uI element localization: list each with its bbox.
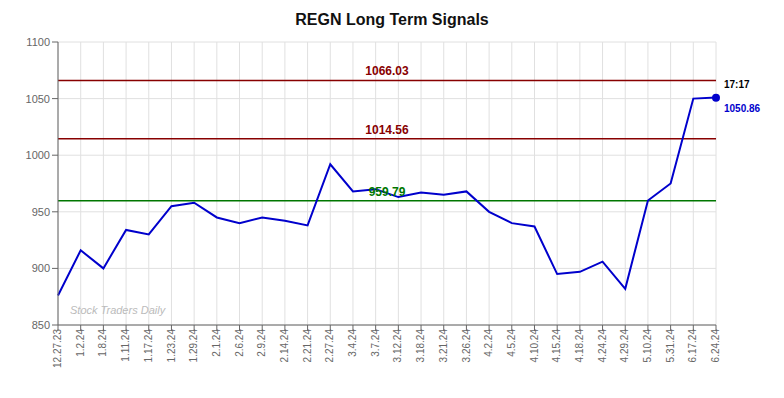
svg-text:3.26.24: 3.26.24 bbox=[461, 329, 472, 363]
svg-text:3.12.24: 3.12.24 bbox=[392, 329, 403, 363]
svg-text:1.11.24: 1.11.24 bbox=[120, 329, 131, 362]
svg-text:1.29.24: 1.29.24 bbox=[188, 329, 199, 363]
html-text:Stock Traders Daily: Stock Traders Daily bbox=[70, 304, 166, 316]
svg-text:4.10.24: 4.10.24 bbox=[529, 329, 540, 363]
svg-text:4.24.24: 4.24.24 bbox=[597, 329, 608, 363]
svg-text:2.1.24: 2.1.24 bbox=[211, 329, 222, 357]
svg-text:1066.03: 1066.03 bbox=[365, 64, 409, 78]
svg-text:17:17: 17:17 bbox=[724, 79, 750, 90]
svg-text:5.31.24: 5.31.24 bbox=[665, 329, 676, 363]
svg-text:1000: 1000 bbox=[26, 149, 50, 161]
svg-text:4.2.24: 4.2.24 bbox=[483, 329, 494, 357]
svg-text:2.6.24: 2.6.24 bbox=[234, 329, 245, 357]
svg-text:1.23.24: 1.23.24 bbox=[166, 329, 177, 363]
svg-text:4.15.24: 4.15.24 bbox=[551, 329, 562, 363]
svg-text:3.18.24: 3.18.24 bbox=[415, 329, 426, 363]
svg-text:2.21.24: 2.21.24 bbox=[302, 329, 313, 363]
html-text:REGN Long Term Signals: REGN Long Term Signals bbox=[295, 11, 489, 28]
svg-text:2.14.24: 2.14.24 bbox=[279, 329, 290, 363]
svg-text:2.27.24: 2.27.24 bbox=[324, 329, 335, 363]
svg-text:900: 900 bbox=[32, 262, 50, 274]
svg-text:6.17.24: 6.17.24 bbox=[687, 329, 698, 363]
svg-text:12.27.23: 12.27.23 bbox=[52, 329, 63, 368]
svg-text:1.17.24: 1.17.24 bbox=[143, 329, 154, 363]
svg-text:959.79: 959.79 bbox=[369, 185, 406, 199]
svg-text:950: 950 bbox=[32, 206, 50, 218]
svg-text:1.2.24: 1.2.24 bbox=[75, 329, 86, 357]
svg-text:1050.86: 1050.86 bbox=[724, 103, 761, 114]
svg-text:4.18.24: 4.18.24 bbox=[574, 329, 585, 363]
svg-text:1014.56: 1014.56 bbox=[365, 123, 409, 137]
svg-text:4.29.24: 4.29.24 bbox=[619, 329, 630, 363]
svg-text:3.21.24: 3.21.24 bbox=[438, 329, 449, 363]
svg-text:5.10.24: 5.10.24 bbox=[642, 329, 653, 363]
svg-text:3.4.24: 3.4.24 bbox=[347, 329, 358, 357]
svg-text:2.9.24: 2.9.24 bbox=[256, 329, 267, 357]
svg-text:1050: 1050 bbox=[26, 93, 50, 105]
svg-text:4.5.24: 4.5.24 bbox=[506, 329, 517, 357]
svg-text:850: 850 bbox=[32, 319, 50, 331]
svg-text:1100: 1100 bbox=[26, 36, 50, 48]
svg-text:6.24.24: 6.24.24 bbox=[710, 329, 721, 363]
svg-text:3.7.24: 3.7.24 bbox=[370, 329, 381, 357]
svg-text:1.8.24: 1.8.24 bbox=[97, 329, 108, 357]
